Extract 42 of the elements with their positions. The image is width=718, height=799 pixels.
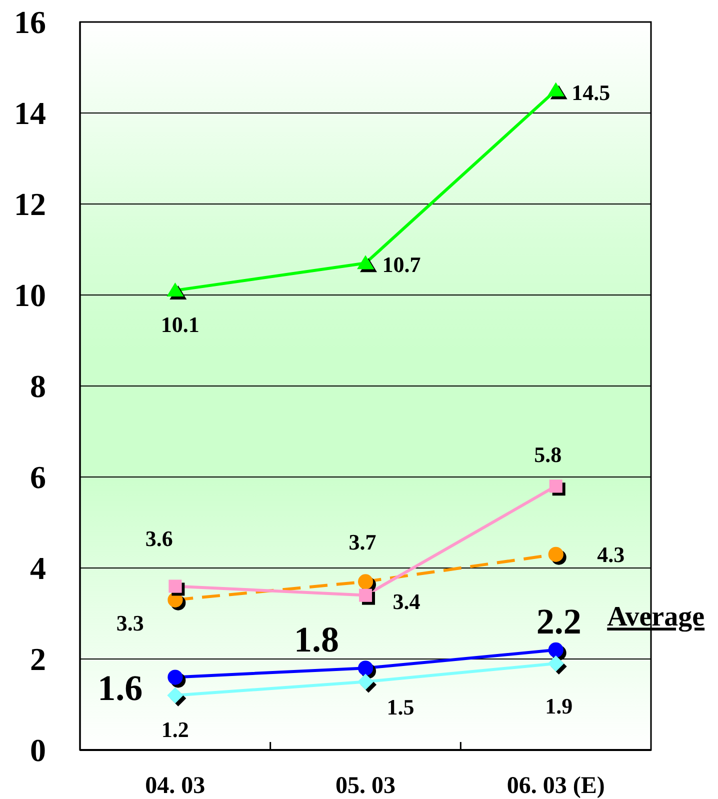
y-tick-label: 12 — [14, 186, 46, 222]
data-label: 3.4 — [392, 589, 420, 614]
point — [357, 255, 374, 270]
data-label: 10.7 — [382, 252, 421, 277]
point — [358, 674, 374, 690]
x-tick-label: 06. 03 (E) — [506, 773, 605, 799]
y-tick-label: 16 — [14, 4, 46, 40]
point — [549, 480, 562, 493]
data-label: 3.7 — [348, 529, 376, 554]
data-label: 4.3 — [597, 542, 625, 568]
y-tick-label: 4 — [30, 550, 46, 586]
point — [358, 574, 373, 590]
data-label: 2.2 — [536, 602, 582, 642]
data-label: 5.8 — [534, 442, 562, 467]
data-label: 1.2 — [161, 717, 189, 742]
y-tick-label: 0 — [30, 732, 46, 768]
point — [548, 656, 564, 672]
data-label: 10.1 — [160, 312, 200, 338]
point — [167, 687, 184, 704]
point — [168, 580, 182, 593]
y-tick-label: 10 — [14, 277, 46, 314]
point — [548, 546, 564, 562]
data-label: 1.8 — [294, 620, 339, 660]
data-label: 14.5 — [572, 80, 610, 105]
point — [168, 592, 183, 608]
point — [358, 660, 373, 676]
point — [166, 282, 184, 296]
y-tick-label: 14 — [14, 95, 46, 132]
data-label: 3.3 — [116, 610, 144, 636]
y-tick-label: 8 — [30, 368, 46, 404]
point — [548, 642, 564, 658]
data-label: 1.6 — [98, 668, 143, 708]
x-tick-label: 05. 03 — [336, 773, 396, 799]
y-tick-label: 6 — [30, 459, 46, 496]
data-label: 3.6 — [145, 526, 173, 551]
x-tick-label: 04. 03 — [145, 773, 206, 799]
y-tick-label: 2 — [30, 641, 46, 678]
point — [547, 82, 564, 96]
point — [168, 670, 183, 685]
data-label: 1.5 — [386, 694, 414, 720]
point — [359, 588, 372, 602]
data-label: 1.9 — [545, 693, 573, 718]
